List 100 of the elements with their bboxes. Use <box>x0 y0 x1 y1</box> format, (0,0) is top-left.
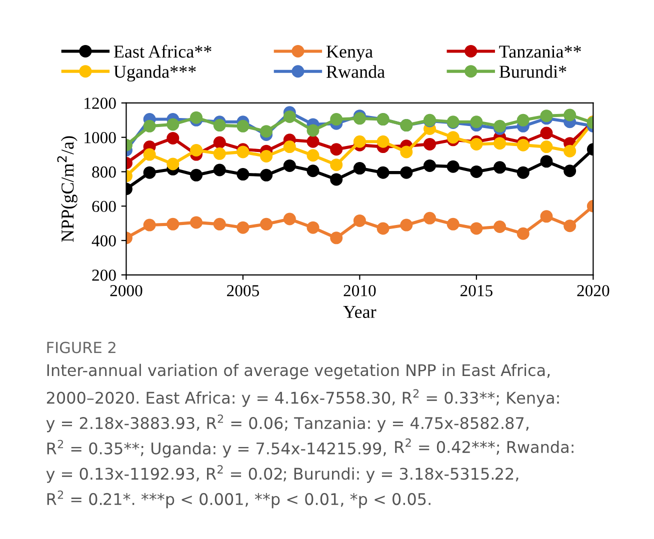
point <box>213 119 226 132</box>
x-tick-label: 2020 <box>577 285 610 296</box>
point <box>423 138 436 150</box>
point <box>494 161 506 174</box>
point <box>516 114 530 126</box>
point <box>306 149 320 162</box>
y-axis-title: NPP(gC/m$^{2}$/a) <box>57 136 78 242</box>
point <box>190 144 203 156</box>
point <box>166 118 180 131</box>
x-tick-label: 2005 <box>227 285 259 296</box>
point <box>330 143 343 156</box>
point <box>283 212 296 226</box>
point <box>376 166 390 179</box>
point <box>423 159 436 172</box>
legend-label: East Africa** <box>114 44 212 58</box>
legend-label: Burundi* <box>499 65 566 78</box>
text: y = 0.13x-1192.93, R$^{2}$ = 0.02; Burundi: y = 3.18x-5315.22, <box>46 465 518 483</box>
point <box>446 160 460 173</box>
point <box>330 158 343 172</box>
point <box>353 214 366 227</box>
point <box>470 138 483 150</box>
point <box>330 113 343 126</box>
text: y = 2.18x-3883.93, R$^{2}$ = 0.06; Tanzania: y = 4.75x-8582.87, <box>46 414 528 432</box>
point <box>236 120 250 132</box>
point <box>446 131 460 144</box>
point <box>260 150 273 162</box>
point <box>190 111 203 124</box>
text: Inter-annual variation of average vegetation NPP in East Africa, <box>47 364 550 380</box>
text: 2000–2020. East Africa: y = 4.16x-7558.30, R$^{2}$ = 0.33**; Kenya: <box>46 389 559 407</box>
x-tick-label: 2015 <box>460 285 492 296</box>
point <box>516 138 530 152</box>
point <box>143 218 156 232</box>
point <box>494 120 506 132</box>
point <box>446 218 460 230</box>
point <box>353 135 366 148</box>
x-tick-label: 2000 <box>110 285 142 296</box>
point <box>540 126 553 140</box>
point <box>423 212 436 224</box>
point <box>353 112 366 125</box>
y-tick-label: 400 <box>92 235 116 246</box>
point <box>494 137 506 150</box>
point <box>283 110 296 123</box>
point <box>190 216 203 229</box>
legend-label: Uganda*** <box>114 65 196 82</box>
point <box>540 110 553 122</box>
point <box>283 140 296 154</box>
point <box>330 232 343 244</box>
point <box>260 218 273 230</box>
y-tick-label: 800 <box>92 166 116 178</box>
point <box>306 124 320 137</box>
point <box>564 144 576 158</box>
point <box>353 162 366 175</box>
text: R$^{2}$ = 0.35**; Uganda: y = 7.54x-14215.99, <box>47 440 386 458</box>
point <box>470 165 483 178</box>
point <box>236 168 250 181</box>
point <box>260 168 273 182</box>
y-tick-label: 200 <box>92 270 116 281</box>
point <box>143 148 156 161</box>
point <box>306 164 320 178</box>
point <box>376 222 390 235</box>
point <box>540 155 553 168</box>
point <box>283 159 296 172</box>
point <box>564 164 576 178</box>
point <box>400 218 413 232</box>
point <box>470 116 483 128</box>
point <box>190 168 203 182</box>
point <box>236 146 250 158</box>
caption: FIGURE 2 <box>47 342 116 354</box>
x-tick-label: 2010 <box>344 285 376 296</box>
point <box>564 220 576 232</box>
point <box>236 221 250 234</box>
text: R$^{2}$ = 0.42***; Rwanda: <box>395 438 574 455</box>
point <box>213 147 226 160</box>
point <box>516 166 530 179</box>
point <box>213 218 226 230</box>
point <box>166 158 180 170</box>
point <box>330 173 343 186</box>
legend-label: Rwanda <box>326 65 385 78</box>
point <box>564 108 576 122</box>
legend-label: Kenya <box>326 46 373 62</box>
point <box>306 221 320 234</box>
point <box>470 222 483 235</box>
y-tick-label: 1000 <box>84 132 116 144</box>
point <box>400 166 413 179</box>
point <box>143 166 156 179</box>
point <box>376 135 390 148</box>
point <box>260 125 273 138</box>
point <box>400 146 413 158</box>
x-axis-title: Year <box>343 306 376 318</box>
point <box>516 227 530 240</box>
y-tick-label: 600 <box>92 200 116 212</box>
point <box>494 220 506 233</box>
text: R$^{2}$ = 0.21*. ***p < 0.001, **p < 0.01, *p < 0.05. <box>47 490 430 508</box>
point <box>213 164 226 176</box>
point <box>540 210 553 223</box>
legend-label: Tanzania** <box>499 46 581 58</box>
point <box>143 120 156 132</box>
point <box>166 218 180 230</box>
point <box>306 135 320 148</box>
point <box>213 136 226 149</box>
